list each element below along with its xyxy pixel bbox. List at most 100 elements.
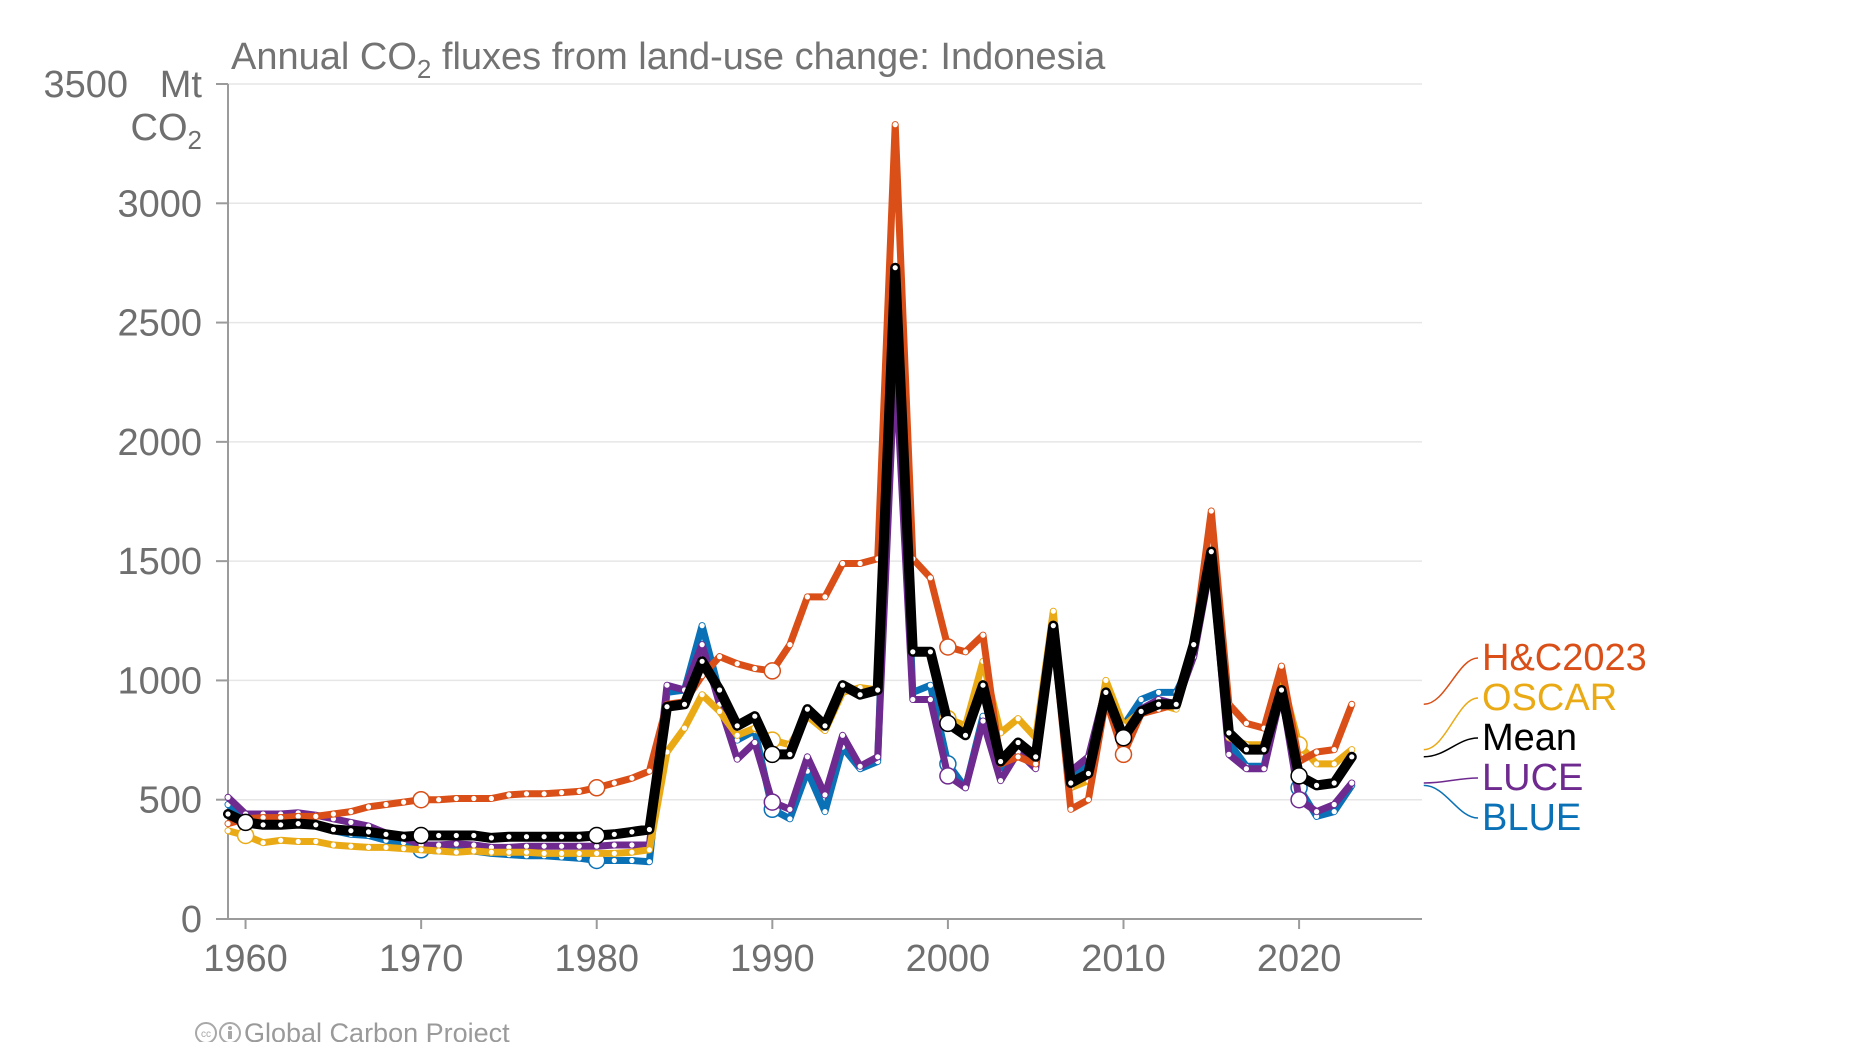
- data-point-oscar: [541, 850, 547, 857]
- data-point-mean: [763, 745, 782, 764]
- data-point-blue: [646, 859, 653, 865]
- data-point-oscar: [1331, 761, 1337, 767]
- series-oscar: [224, 295, 1356, 857]
- data-point-mean: [927, 649, 934, 655]
- data-point-mean: [236, 813, 255, 832]
- data-point-h-c2023: [365, 804, 372, 810]
- data-point-luce: [225, 794, 231, 800]
- data-point-mean: [436, 832, 442, 839]
- data-point-oscar: [611, 850, 617, 857]
- x-tick-label: 1960: [203, 938, 288, 980]
- data-point-h-c2023: [1033, 761, 1039, 767]
- data-point-oscar: [646, 847, 653, 853]
- data-point-mean: [1208, 549, 1214, 555]
- legend-connector-luce: [1423, 777, 1479, 784]
- y-unit-subscript: 2: [188, 125, 202, 155]
- data-point-mean: [1138, 708, 1144, 715]
- y-tick-label: 1000: [117, 660, 202, 702]
- data-point-h-c2023: [962, 649, 969, 655]
- data-point-oscar: [523, 849, 530, 855]
- data-point-mean: [1085, 770, 1091, 777]
- chart-title-suffix: fluxes from land-use change: Indonesia: [431, 36, 1106, 78]
- attribution-icon: [219, 1022, 241, 1042]
- data-point-mean: [383, 831, 389, 837]
- data-point-mean: [1314, 782, 1320, 789]
- legend-item-h-c2023: H&C2023: [1423, 637, 1647, 706]
- legend-connector-oscar: [1423, 697, 1479, 751]
- data-point-h-c2023: [1208, 508, 1214, 514]
- data-point-oscar: [401, 846, 407, 852]
- data-point-oscar: [1349, 747, 1355, 753]
- data-point-h-c2023: [1114, 745, 1133, 764]
- data-point-luce: [875, 754, 881, 760]
- data-point-mean: [225, 811, 231, 817]
- data-point-luce: [998, 778, 1004, 784]
- data-point-luce: [1331, 801, 1337, 808]
- data-point-mean: [1278, 687, 1285, 693]
- y-tick-label: 2000: [117, 422, 202, 464]
- data-point-blue: [699, 623, 705, 629]
- y-unit-line1: Mt: [160, 64, 203, 106]
- data-point-mean: [453, 832, 459, 839]
- data-point-h-c2023: [278, 815, 284, 821]
- chart-title: Annual CO2 fluxes from land-use change: …: [231, 36, 1106, 84]
- axes: [227, 84, 1422, 920]
- data-point-oscar: [471, 848, 477, 854]
- data-point-mean: [1226, 730, 1232, 736]
- y-tick-label: 2500: [117, 303, 202, 345]
- data-point-h-c2023: [453, 795, 459, 802]
- data-point-h-c2023: [295, 813, 301, 820]
- data-point-h-c2023: [401, 799, 407, 805]
- legend-label-h-c2023: H&C2023: [1482, 637, 1647, 679]
- data-point-oscar: [365, 844, 372, 851]
- data-point-oscar: [594, 850, 600, 857]
- data-point-oscar: [260, 840, 266, 846]
- data-point-luce: [559, 843, 565, 849]
- data-point-mean: [260, 822, 266, 828]
- series-h-c2023: [224, 121, 1356, 828]
- data-point-h-c2023: [1314, 749, 1320, 755]
- data-point-mean: [330, 826, 336, 833]
- data-point-h-c2023: [840, 560, 846, 567]
- data-point-luce: [962, 785, 969, 791]
- data-point-oscar: [506, 849, 512, 855]
- data-point-h-c2023: [857, 560, 863, 567]
- data-point-luce: [523, 843, 530, 849]
- data-point-h-c2023: [587, 779, 606, 797]
- legend-connector-blue: [1423, 784, 1479, 819]
- data-point-mean: [1349, 754, 1355, 760]
- data-point-luce: [1226, 751, 1232, 758]
- y-unit-line2: CO2: [131, 107, 202, 155]
- data-point-h-c2023: [330, 811, 336, 817]
- data-point-blue: [927, 682, 934, 688]
- data-point-mean: [875, 687, 881, 693]
- data-point-h-c2023: [611, 780, 617, 786]
- series-line-luce: [224, 354, 1356, 851]
- data-point-mean: [1191, 642, 1197, 648]
- cc-icon-text: cc: [201, 1029, 211, 1040]
- data-point-luce: [611, 842, 617, 848]
- data-point-luce: [857, 763, 863, 769]
- data-point-h-c2023: [348, 809, 354, 815]
- data-point-mean: [910, 649, 916, 655]
- y-unit-co: CO: [131, 107, 188, 149]
- series-line-h-c2023: [224, 121, 1356, 828]
- data-point-mean: [822, 723, 828, 729]
- data-point-luce: [664, 682, 670, 688]
- data-point-mean: [840, 682, 846, 688]
- data-point-luce: [471, 842, 477, 848]
- data-point-mean: [523, 834, 530, 840]
- data-point-oscar: [383, 844, 389, 851]
- data-point-h-c2023: [1085, 797, 1091, 803]
- data-point-oscar: [1103, 677, 1109, 684]
- data-point-luce: [1243, 766, 1249, 772]
- footer-credit: cc Global Carbon Project: [195, 1018, 510, 1042]
- legend-item-luce: LUCE: [1423, 757, 1583, 799]
- data-point-mean: [559, 834, 565, 840]
- legend-label-mean: Mean: [1482, 717, 1577, 759]
- data-point-h-c2023: [506, 792, 512, 798]
- data-point-h-c2023: [939, 638, 957, 656]
- data-point-oscar: [295, 838, 301, 845]
